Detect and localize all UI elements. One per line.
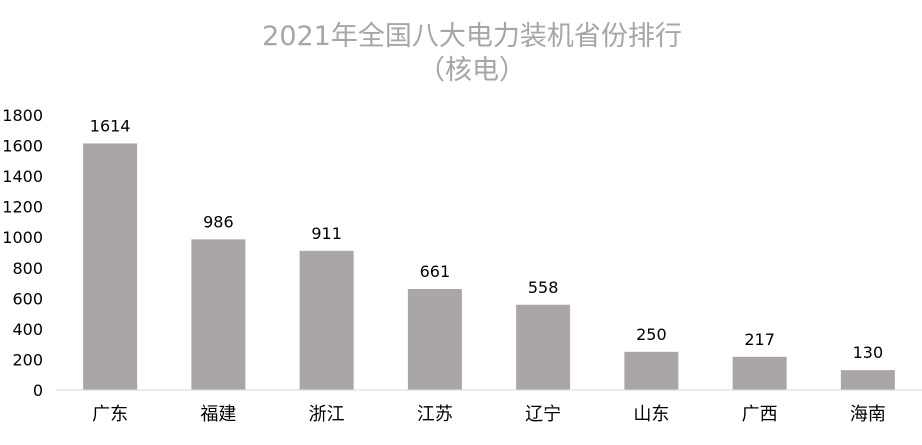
x-tick-label: 海南 xyxy=(850,404,886,425)
y-tick-label: 1600 xyxy=(2,137,43,156)
data-labels: 1614 986 911 661 558 250 217 130 xyxy=(90,116,883,362)
bar xyxy=(840,370,895,390)
x-tick-label: 山东 xyxy=(633,404,669,425)
x-tick-label: 广东 xyxy=(92,404,128,425)
data-label: 1614 xyxy=(90,116,131,135)
y-tick-label: 800 xyxy=(12,259,43,278)
bar xyxy=(624,351,679,390)
data-label: 217 xyxy=(744,330,775,349)
y-tick-label: 1000 xyxy=(2,228,43,247)
chart-subtitle: （核电） xyxy=(418,55,526,86)
y-tick-label: 1400 xyxy=(2,167,43,186)
bar xyxy=(83,143,138,390)
y-tick-label: 400 xyxy=(12,320,43,339)
bar xyxy=(299,250,354,390)
x-tick-label: 广西 xyxy=(742,404,778,425)
y-tick-label: 600 xyxy=(12,289,43,308)
data-label: 558 xyxy=(528,278,559,297)
bar xyxy=(516,304,571,390)
data-label: 911 xyxy=(311,224,342,243)
y-axis-ticks: 0 200 400 600 800 1000 1200 1400 1600 1800 xyxy=(2,106,43,400)
bar xyxy=(191,239,246,390)
bars xyxy=(83,143,895,390)
x-tick-label: 辽宁 xyxy=(525,404,561,425)
y-tick-label: 0 xyxy=(33,381,43,400)
chart-title: 2021年全国八大电力装机省份排行 xyxy=(262,21,682,52)
data-label: 130 xyxy=(853,343,884,362)
data-label: 986 xyxy=(203,212,234,231)
y-tick-label: 200 xyxy=(12,350,43,369)
x-axis-ticks: 广东 福建 浙江 江苏 辽宁 山东 广西 海南 xyxy=(92,404,886,425)
y-tick-label: 1800 xyxy=(2,106,43,125)
bar xyxy=(732,356,787,390)
bar xyxy=(407,289,462,390)
x-tick-label: 福建 xyxy=(200,404,236,425)
y-tick-label: 1200 xyxy=(2,198,43,217)
x-tick-label: 江苏 xyxy=(417,404,453,425)
x-tick-label: 浙江 xyxy=(309,404,345,425)
data-label: 250 xyxy=(636,325,667,344)
data-label: 661 xyxy=(420,262,451,281)
